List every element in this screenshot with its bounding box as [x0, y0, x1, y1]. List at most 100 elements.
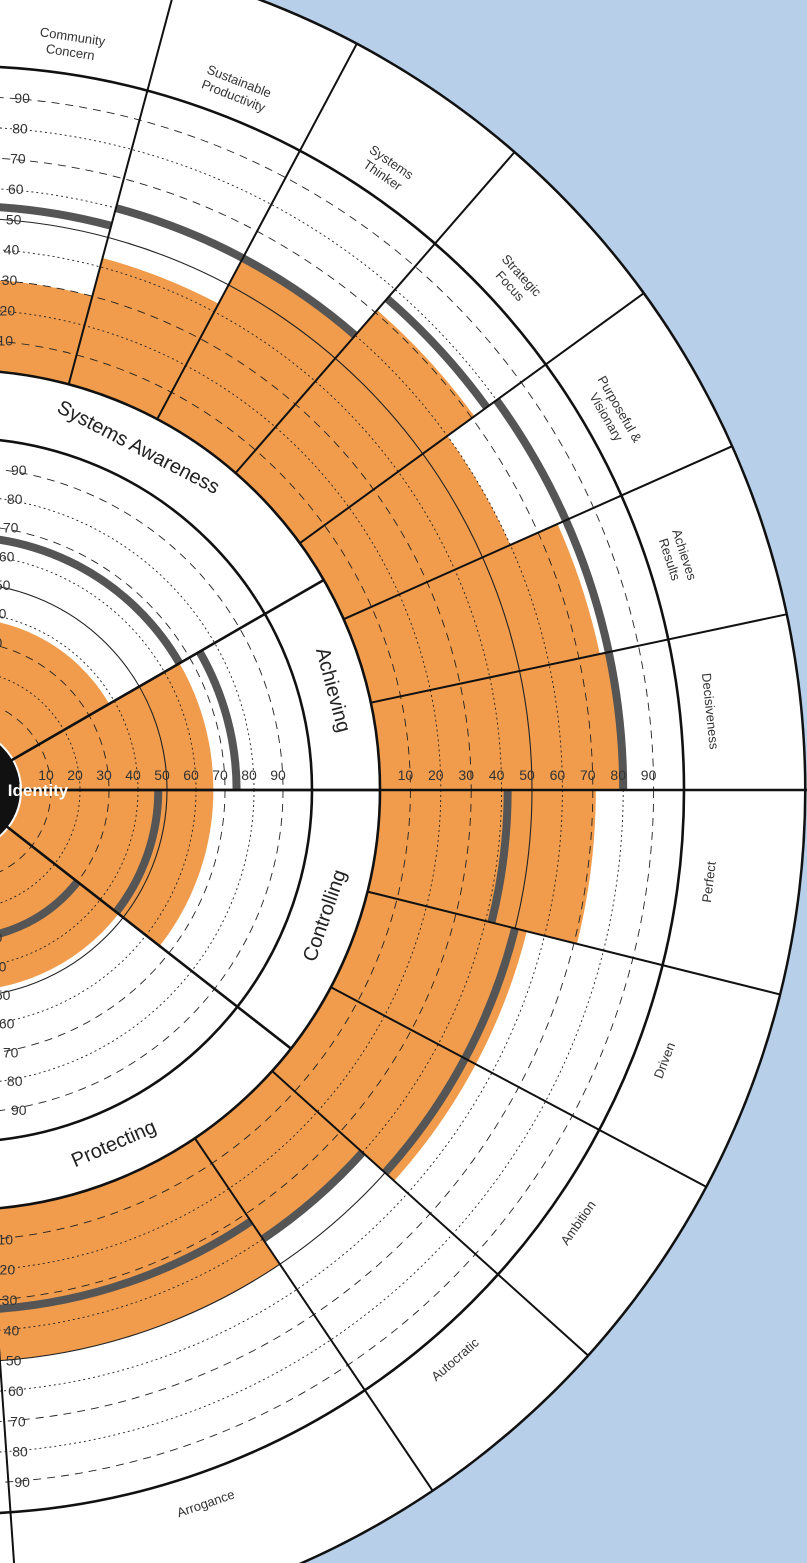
outer-upper-scale-tick-label: 20 — [0, 302, 15, 318]
outer-upper-scale-tick-label: 10 — [0, 333, 13, 349]
outer-upper-scale-tick-label: 60 — [8, 181, 24, 197]
outer-score-bar — [0, 1138, 280, 1361]
inner-upper-scale-tick-label: 60 — [0, 548, 15, 564]
inner-label-ring — [0, 371, 380, 1209]
outer-benchmark-arc — [461, 927, 519, 1061]
inner-axis-tick-label: 70 — [212, 767, 228, 783]
outer-upper-scale-tick-label: 30 — [2, 272, 18, 288]
outer-benchmark-arc — [604, 651, 628, 791]
inner-axis-tick-label: 50 — [154, 767, 170, 783]
inner-score-bar — [0, 828, 119, 988]
inner-axis-tick-label: 90 — [270, 767, 286, 783]
segment-divider — [234, 151, 516, 474]
inner-upper-scale-tick-label: 50 — [0, 577, 11, 593]
segment-divider — [299, 292, 645, 544]
inner-score-bar — [8, 790, 214, 947]
inner-lower-scale-tick-label: 70 — [3, 1044, 19, 1060]
outer-score-bar — [194, 1071, 363, 1240]
outer-axis-tick-label: 60 — [550, 767, 566, 783]
outer-axis-tick-label: 90 — [641, 767, 657, 783]
segment-divider — [343, 445, 733, 621]
inner-benchmark-arc — [196, 649, 241, 791]
inner-lower-scale-tick-label: 90 — [11, 1102, 27, 1118]
segment-divider — [370, 613, 787, 704]
outer-benchmark-arc — [0, 203, 113, 230]
outer-benchmark-arc — [240, 254, 358, 339]
inner-lower-scale-tick-label: 80 — [7, 1073, 23, 1089]
outer-score-bar — [330, 891, 527, 1065]
outer-segment-label: Perfect — [699, 860, 719, 903]
outer-lower-scale-tick-label: 50 — [6, 1353, 22, 1369]
outer-axis-tick-label: 10 — [398, 767, 414, 783]
inner-upper-scale-tick-label: 70 — [3, 520, 19, 536]
inner-axis-tick-label: 60 — [183, 767, 199, 783]
outer-upper-scale-tick-label: 40 — [4, 242, 20, 258]
segment-divider — [330, 986, 707, 1188]
inner-axis-tick-label: 20 — [67, 767, 83, 783]
inner-upper-scale-tick-label: 40 — [0, 606, 7, 622]
inner-benchmark-arc — [113, 789, 163, 915]
outer-lower-scale-tick-label: 10 — [0, 1231, 13, 1247]
outer-axis-tick-label: 20 — [428, 767, 444, 783]
segment-divider — [194, 1137, 434, 1492]
outer-score-bar — [157, 258, 356, 474]
outer-score-bar — [299, 435, 511, 620]
outer-axis-tick-label: 50 — [519, 767, 535, 783]
inner-axis-tick-label: 80 — [241, 767, 257, 783]
segment-divider — [0, 1347, 16, 1563]
outer-upper-scale-tick-label: 90 — [14, 90, 30, 106]
scale-tick-labels: 10 20 30 40 50 60 70 80 90 10 20 30 40 50 60 70 80 90 10 20… — [0, 90, 657, 1490]
outer-benchmark-arc — [487, 789, 512, 924]
outer-score-bar — [68, 258, 219, 420]
outer-axis-tick-label: 70 — [580, 767, 596, 783]
outer-benchmark-arc — [114, 204, 245, 262]
outer-lower-scale-tick-label: 80 — [12, 1444, 28, 1460]
outer-score-bar — [235, 310, 475, 544]
outer-score-bar — [272, 987, 476, 1181]
inner-axis-tick-label: 40 — [125, 767, 141, 783]
outer-score-bar — [343, 523, 600, 703]
center-identity: Identity — [0, 745, 69, 835]
identity-center-disc — [0, 745, 20, 835]
inner-benchmark-arc — [0, 879, 81, 938]
segment-divider — [67, 0, 173, 385]
outer-axis-tick-label: 80 — [610, 767, 626, 783]
outer-lower-scale-tick-label: 20 — [0, 1262, 15, 1278]
outer-benchmark-arc — [493, 397, 570, 522]
segment-divider — [367, 890, 781, 996]
inner-axis-tick-label: 30 — [96, 767, 112, 783]
outer-benchmark-arc — [260, 1149, 366, 1243]
outer-benchmark-arc — [384, 295, 490, 410]
outer-lower-scale-tick-label: 30 — [2, 1292, 18, 1308]
outer-score-bar — [370, 652, 624, 790]
inner-benchmark-arc — [0, 535, 183, 666]
identity-label: Identity — [8, 781, 69, 800]
inner-lower-scale-tick-label: 60 — [0, 1016, 15, 1032]
inner-lower-scale-tick-label: 50 — [0, 987, 11, 1003]
outer-upper-scale-tick-label: 50 — [6, 211, 22, 227]
inner-axis-tick-label: 10 — [38, 767, 54, 783]
benchmark-arcs — [0, 203, 628, 1313]
outer-score-bar — [0, 280, 93, 385]
outer-upper-scale-tick-label: 80 — [12, 120, 28, 136]
outer-lower-scale-tick-label: 90 — [14, 1474, 30, 1490]
outer-benchmark-arc — [0, 1218, 254, 1313]
outer-benchmark-arc — [382, 1056, 469, 1176]
outer-upper-scale-tick-label: 70 — [10, 151, 26, 167]
inner-lower-scale-tick-label: 30 — [0, 930, 3, 946]
inner-lower-scale-tick-label: 40 — [0, 958, 7, 974]
inner-score-bar — [13, 663, 214, 790]
inner-upper-scale-tick-label: 80 — [7, 491, 23, 507]
inner-upper-scale-tick-label: 90 — [11, 462, 27, 478]
segment-divider — [156, 43, 358, 420]
outer-lower-scale-tick-label: 70 — [10, 1413, 26, 1429]
outer-axis-tick-label: 30 — [458, 767, 474, 783]
outer-lower-scale-tick-label: 40 — [4, 1322, 20, 1338]
segment-divider — [271, 1070, 589, 1357]
outer-lower-scale-tick-label: 60 — [8, 1383, 24, 1399]
segment-divider — [0, 819, 292, 1050]
inner-upper-scale-tick-label: 30 — [0, 634, 3, 650]
